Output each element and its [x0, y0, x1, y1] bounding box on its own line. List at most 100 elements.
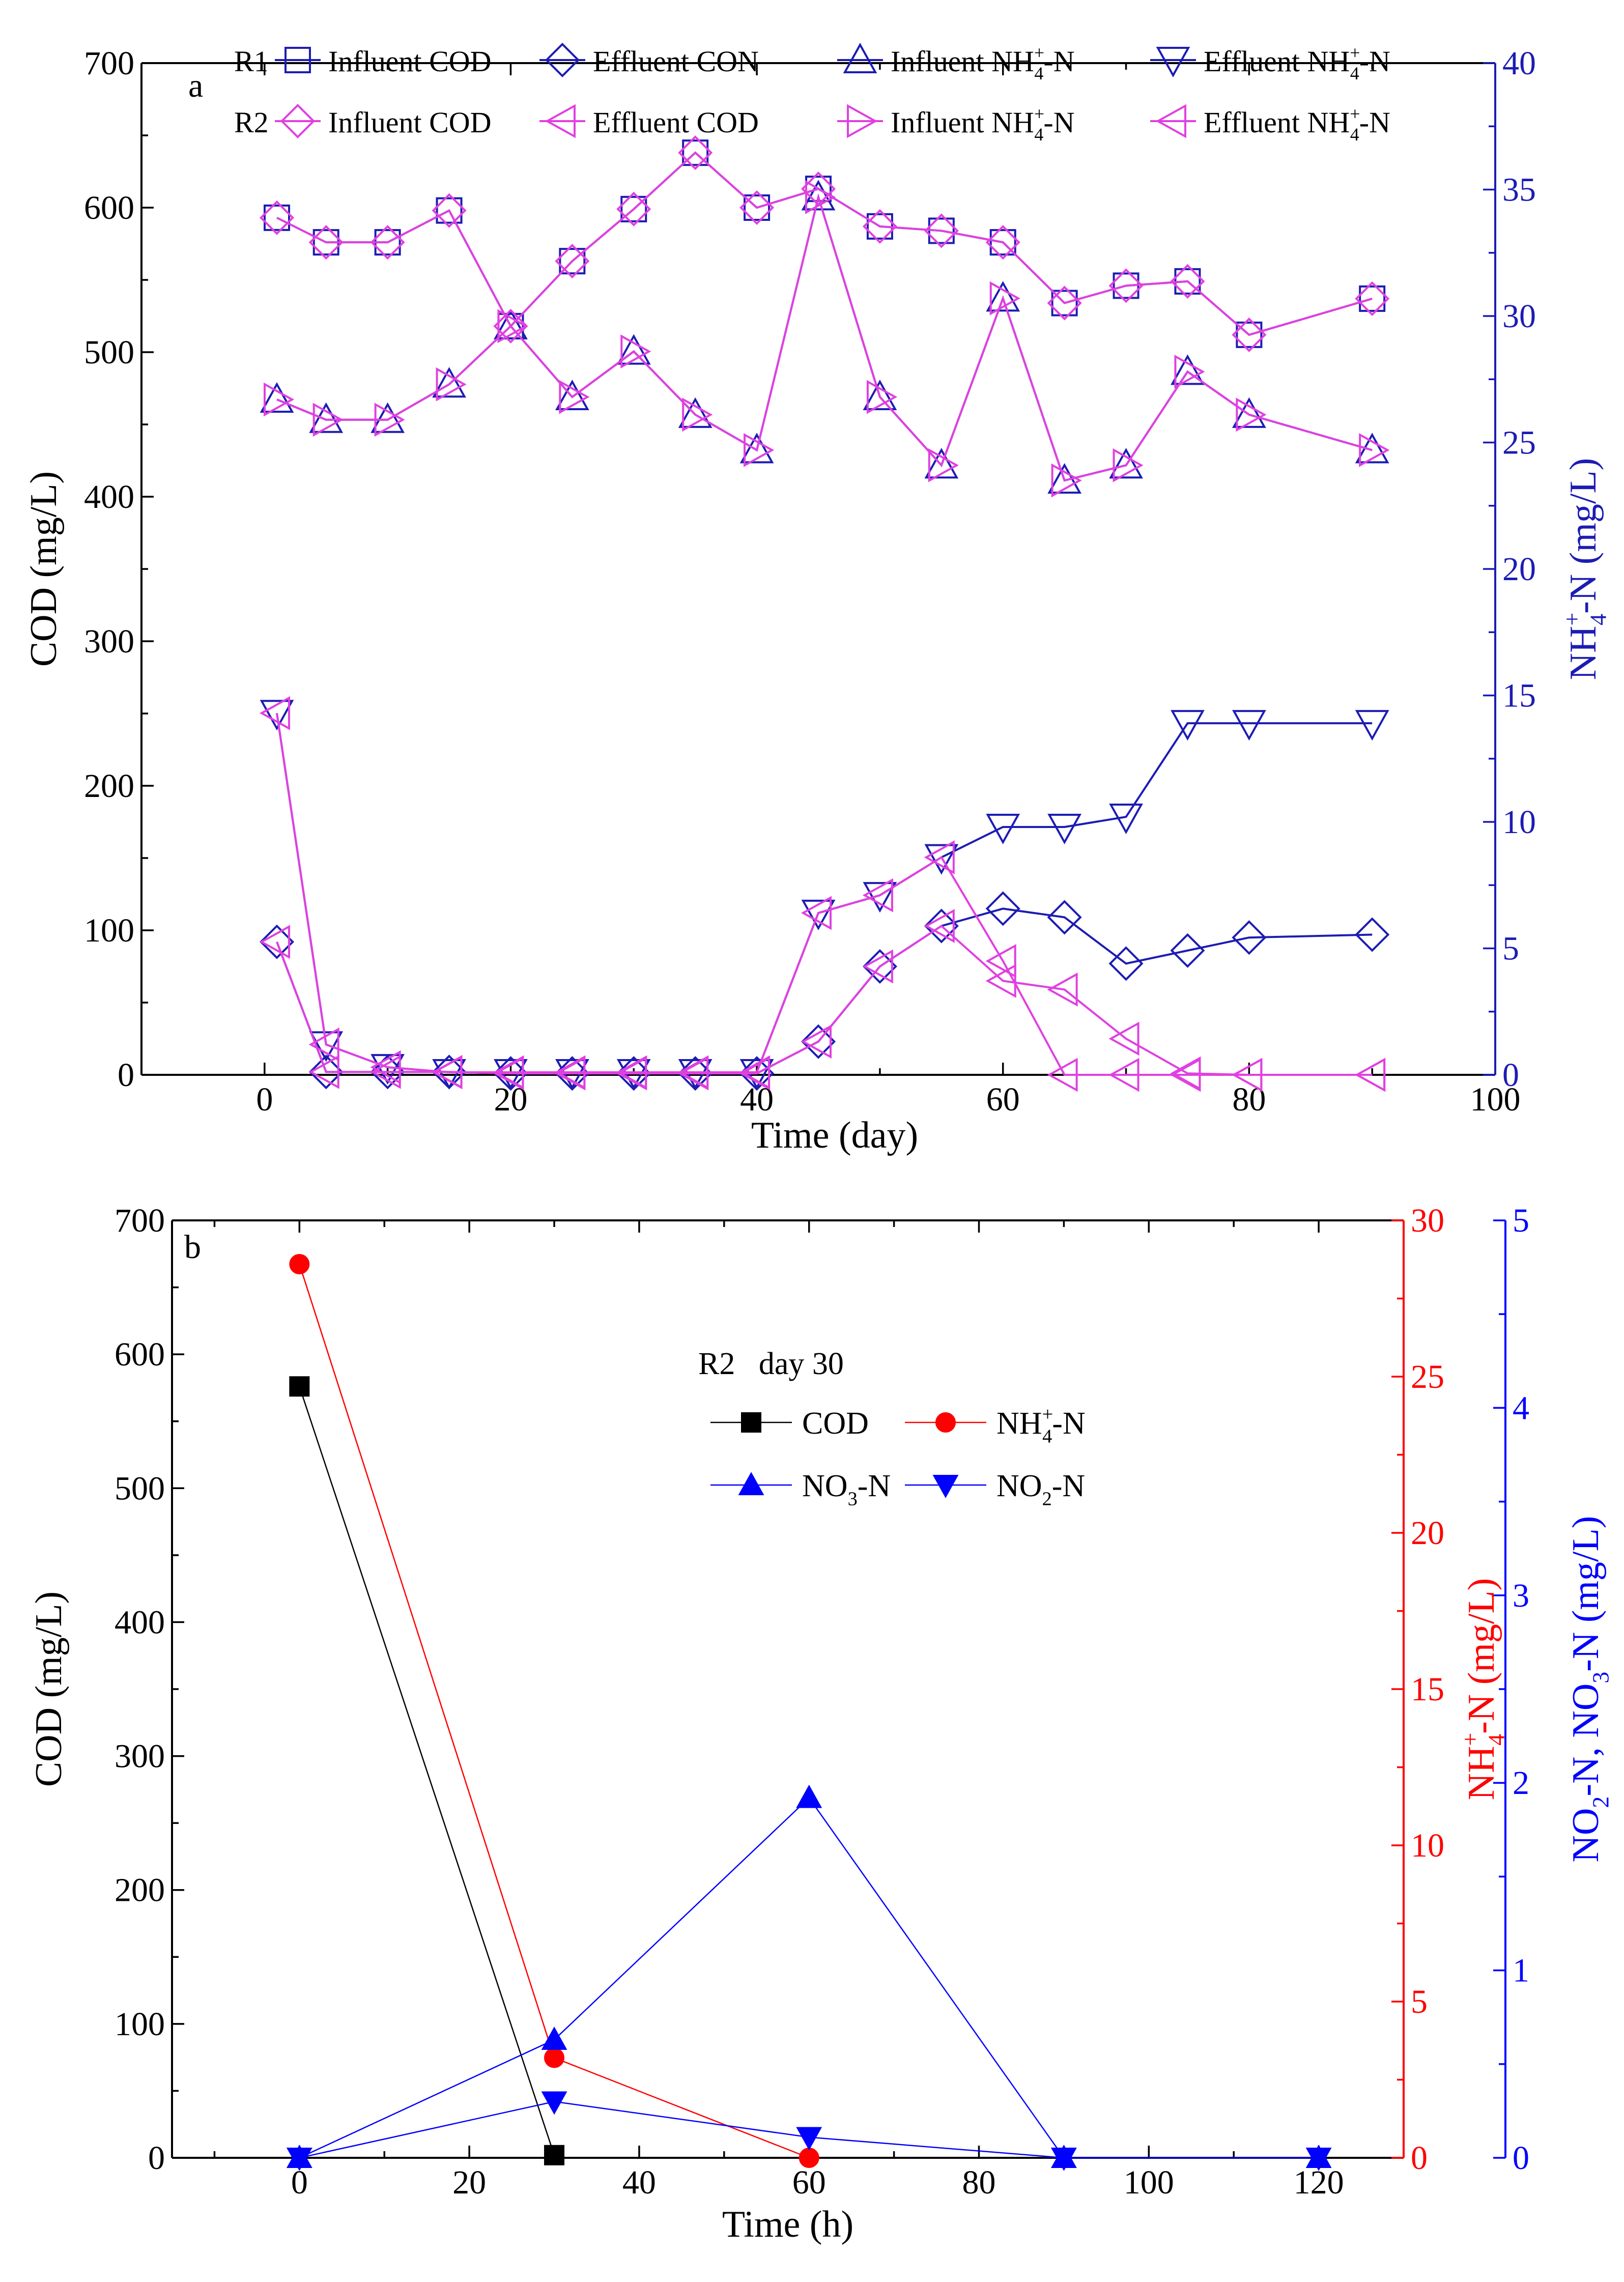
- panel-a-left-tick-label: 200: [84, 767, 134, 805]
- panel-a-series-4-point: [259, 200, 295, 235]
- panel-a-series-7-point: [1108, 1058, 1139, 1092]
- panel-a-right-tick-label: 0: [1502, 1057, 1519, 1094]
- panel-a-series-3-point: [1109, 804, 1143, 835]
- panel-b-legend-marker: [935, 1412, 956, 1433]
- panel-a-series-6-point: [1113, 448, 1144, 482]
- panel-b-right-tick-label: 0: [1411, 2140, 1428, 2177]
- panel-a-series-7-point: [801, 896, 832, 930]
- panel-b-right2-tick-label: 3: [1513, 1577, 1529, 1614]
- panel-a-series-2-point: [739, 433, 774, 464]
- panel-a-series-5-point: [862, 949, 893, 984]
- panel-b-left-tick-label: 600: [115, 1336, 165, 1373]
- panel-a-legend-label: Influent COD: [328, 45, 492, 78]
- panel-a-series-6-point: [744, 433, 775, 467]
- panel-a-left-tick-label: 600: [84, 189, 134, 226]
- panel-b-y3-axis-title: NO2-N, NO3-N (mg/L): [1565, 1516, 1614, 1863]
- panel-a-series-6-point: [866, 380, 898, 414]
- panel-a-series-2-point: [986, 281, 1020, 312]
- panel-a-series-5-point: [924, 909, 955, 943]
- panel-a-series-4-point: [1355, 281, 1390, 316]
- panel-a-series-5-point: [308, 1054, 339, 1089]
- panel-a-legend-marker: [1156, 47, 1190, 78]
- panel-a-series-2-point: [1171, 354, 1205, 385]
- panel-b-left-tick-label: 200: [115, 1872, 165, 1909]
- panel-a-series-6-point: [436, 367, 467, 402]
- panel-a-series-1-point: [1170, 933, 1205, 968]
- panel-a-series-6-point: [989, 281, 1020, 316]
- panel-a-series-7-point: [678, 1055, 709, 1090]
- panel-a-series-1-point: [924, 908, 959, 944]
- panel-a-y2-axis-title: NH+4-N (mg/L): [1559, 458, 1611, 680]
- panel-a-series-5-point: [801, 1024, 832, 1059]
- panel-b-x-axis-title: Time (h): [722, 2204, 853, 2245]
- panel-b-series-3-point: [1305, 2148, 1332, 2171]
- panel-a-series-6-point: [1174, 354, 1205, 389]
- panel-a-legend-marker: [280, 103, 316, 139]
- panel-a-right-tick-label: 20: [1502, 551, 1536, 588]
- panel-a-legend-label: Effluent NH+ 4-N: [1204, 43, 1390, 84]
- panel-a-x-tick-label: 100: [1470, 1081, 1521, 1118]
- panel-b-right-tick-label: 15: [1411, 1671, 1444, 1708]
- panel-b-series-3-point: [1050, 2148, 1077, 2171]
- panel-a-right-tick-label: 10: [1502, 804, 1536, 841]
- panel-a-series-2-point: [1232, 397, 1266, 428]
- panel-a-series-5-point: [1108, 1021, 1139, 1056]
- panel-a-series-3-point: [801, 899, 836, 931]
- panel-a-legend-label: Influent COD: [328, 106, 492, 139]
- panel-a-series-5-point: [1047, 973, 1078, 1007]
- panel-a: 0 20 40 60 80 1000100200300400500600700051015…: [23, 43, 1611, 1156]
- panel-b-series-1-point: [544, 2047, 565, 2068]
- panel-a-series-4-point: [678, 135, 713, 170]
- panel-b-legend-label: NH+ 4-N: [996, 1404, 1086, 1447]
- panel-a-series-2-point: [616, 334, 651, 365]
- panel-a-series-7-point: [1170, 1058, 1201, 1092]
- panel-a-right-tick-label: 35: [1502, 172, 1536, 209]
- panel-b-series-3-point: [286, 2148, 312, 2171]
- panel-a-series-1-point: [370, 1054, 405, 1090]
- panel-a-series-3-point: [1171, 710, 1205, 741]
- panel-b-right2-tick-label: 1: [1513, 1952, 1529, 1989]
- panel-b-right2-tick-label: 0: [1513, 2140, 1529, 2177]
- panel-a-series-2-point: [371, 402, 405, 433]
- panel-a-x-axis-title: Time (day): [751, 1115, 918, 1156]
- panel-a-x-tick-label: 60: [986, 1081, 1020, 1118]
- panel-a-legend-marker: [284, 47, 311, 73]
- panel-a-series-5-point: [985, 964, 1016, 998]
- panel-a-series-2-point: [1109, 448, 1143, 479]
- panel-a-series-3-point: [260, 700, 294, 731]
- panel-a-series-4-point: [432, 193, 467, 228]
- panel-a-series-3-point: [986, 813, 1020, 845]
- panel-a-series-2-point: [260, 382, 294, 413]
- panel-b-legend-label: NO2-N: [996, 1469, 1085, 1509]
- panel-b-x-tick-label: 80: [962, 2164, 996, 2201]
- panel-b-title: R2 day 30: [698, 1347, 844, 1381]
- panel-a-series-4-point: [862, 209, 897, 244]
- panel-b-x-tick-label: 20: [452, 2164, 486, 2201]
- panel-a-series-2-point: [801, 180, 836, 211]
- panel-a-legend-label: Influent NH+ 4-N: [891, 104, 1075, 145]
- panel-b-left-tick-label: 300: [115, 1738, 165, 1775]
- panel-a-left-tick-label: 0: [118, 1057, 134, 1094]
- panel-a-series-1-point: [1047, 900, 1082, 935]
- panel-a-series-6-point: [1359, 433, 1390, 467]
- panel-a-series-2-point: [309, 402, 344, 433]
- panel-b-left-tick-label: 700: [115, 1202, 165, 1239]
- panel-b-legend-marker: [741, 1412, 761, 1433]
- panel-a-series-7-point: [616, 1055, 647, 1090]
- panel-b-right-tick-label: 25: [1411, 1358, 1444, 1395]
- panel-a-series-7-point: [862, 878, 893, 912]
- panel-a-right-tick-label: 5: [1502, 930, 1519, 967]
- panel-a-left-tick-label: 300: [84, 623, 134, 660]
- panel-b-legend-label: NO3-N: [802, 1469, 891, 1509]
- panel-a-left-tick-label: 100: [84, 912, 134, 949]
- panel-a-series-2-point: [555, 379, 589, 411]
- panel-a-x-tick-label: 0: [256, 1081, 273, 1118]
- panel-a-series-7-point: [1355, 1058, 1386, 1092]
- panel-a-series-1-point: [308, 1054, 344, 1090]
- panel-a-series-3-point: [309, 1031, 344, 1062]
- panel-b-right-tick-label: 5: [1411, 1983, 1428, 2020]
- panel-a-series-4-point: [616, 191, 651, 226]
- panel-a-series-6-point: [682, 397, 713, 432]
- panel-a-series-2-point: [678, 397, 713, 428]
